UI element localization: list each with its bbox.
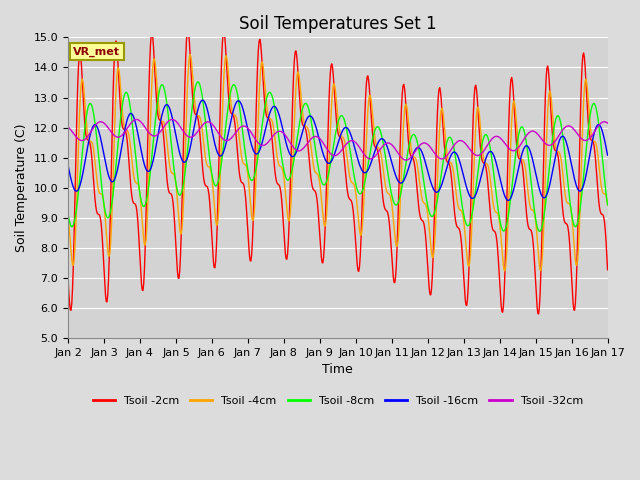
Tsoil -16cm bbox=[330, 153, 338, 158]
Tsoil -32cm bbox=[402, 157, 410, 163]
Tsoil -4cm bbox=[330, 81, 338, 87]
Tsoil -2cm bbox=[604, 267, 611, 273]
Tsoil -32cm bbox=[556, 132, 563, 137]
Tsoil -32cm bbox=[383, 140, 390, 146]
Tsoil -32cm bbox=[132, 117, 140, 122]
Y-axis label: Soil Temperature (C): Soil Temperature (C) bbox=[15, 123, 28, 252]
Text: VR_met: VR_met bbox=[74, 47, 120, 57]
Tsoil -16cm bbox=[436, 186, 444, 192]
X-axis label: Time: Time bbox=[323, 363, 353, 376]
Line: Tsoil -16cm: Tsoil -16cm bbox=[68, 100, 607, 200]
Tsoil -32cm bbox=[183, 133, 191, 139]
Title: Soil Temperatures Set 1: Soil Temperatures Set 1 bbox=[239, 15, 436, 33]
Tsoil -8cm bbox=[536, 228, 543, 234]
Tsoil -32cm bbox=[436, 156, 444, 162]
Tsoil -2cm bbox=[556, 168, 563, 173]
Tsoil -4cm bbox=[186, 52, 194, 58]
Tsoil -8cm bbox=[64, 211, 72, 216]
Tsoil -8cm bbox=[556, 116, 563, 121]
Tsoil -8cm bbox=[436, 182, 444, 188]
Tsoil -2cm bbox=[184, 26, 192, 32]
Tsoil -2cm bbox=[383, 208, 390, 214]
Tsoil -4cm bbox=[182, 112, 190, 118]
Tsoil -2cm bbox=[436, 85, 444, 91]
Tsoil -16cm bbox=[64, 162, 72, 168]
Tsoil -32cm bbox=[330, 153, 338, 158]
Tsoil -8cm bbox=[330, 139, 338, 145]
Tsoil -8cm bbox=[207, 162, 214, 168]
Tsoil -4cm bbox=[64, 212, 72, 217]
Tsoil -8cm bbox=[604, 202, 611, 208]
Tsoil -2cm bbox=[182, 38, 190, 44]
Tsoil -16cm bbox=[604, 152, 611, 158]
Tsoil -16cm bbox=[182, 157, 190, 163]
Tsoil -32cm bbox=[207, 120, 214, 126]
Tsoil -2cm bbox=[207, 209, 214, 215]
Tsoil -32cm bbox=[64, 124, 72, 130]
Tsoil -4cm bbox=[207, 166, 214, 172]
Legend: Tsoil -2cm, Tsoil -4cm, Tsoil -8cm, Tsoil -16cm, Tsoil -32cm: Tsoil -2cm, Tsoil -4cm, Tsoil -8cm, Tsoi… bbox=[88, 392, 588, 411]
Line: Tsoil -4cm: Tsoil -4cm bbox=[68, 55, 607, 271]
Tsoil -2cm bbox=[330, 83, 338, 89]
Tsoil -8cm bbox=[383, 161, 390, 167]
Tsoil -4cm bbox=[383, 188, 390, 193]
Tsoil -16cm bbox=[556, 137, 563, 143]
Tsoil -8cm bbox=[194, 79, 202, 85]
Tsoil -2cm bbox=[535, 311, 543, 317]
Line: Tsoil -2cm: Tsoil -2cm bbox=[68, 29, 607, 314]
Tsoil -4cm bbox=[501, 268, 509, 274]
Tsoil -16cm bbox=[383, 142, 390, 148]
Tsoil -16cm bbox=[504, 197, 512, 203]
Tsoil -32cm bbox=[604, 120, 611, 126]
Tsoil -4cm bbox=[604, 202, 611, 208]
Tsoil -16cm bbox=[199, 97, 207, 103]
Tsoil -2cm bbox=[64, 276, 72, 281]
Tsoil -8cm bbox=[182, 158, 190, 164]
Line: Tsoil -8cm: Tsoil -8cm bbox=[68, 82, 607, 231]
Tsoil -4cm bbox=[436, 124, 444, 130]
Tsoil -16cm bbox=[207, 120, 214, 126]
Line: Tsoil -32cm: Tsoil -32cm bbox=[68, 120, 607, 160]
Tsoil -4cm bbox=[556, 150, 563, 156]
